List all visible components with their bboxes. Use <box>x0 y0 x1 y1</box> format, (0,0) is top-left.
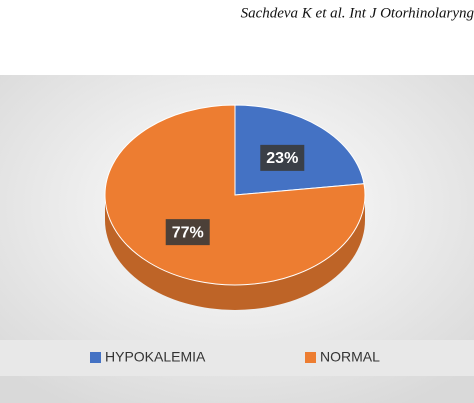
header: Sachdeva K et al. Int J Otorhinolaryng <box>241 5 474 21</box>
legend-band <box>0 340 474 376</box>
legend-label: NORMAL <box>320 349 380 365</box>
data-label: 23% <box>266 150 298 167</box>
legend-swatch <box>305 352 316 363</box>
slice-side <box>105 195 365 310</box>
legend-swatch <box>90 352 101 363</box>
legend-label: HYPOKALEMIA <box>105 349 206 365</box>
data-label-box <box>165 219 210 246</box>
data-label-box <box>260 144 305 171</box>
data-label: 77% <box>172 224 204 241</box>
